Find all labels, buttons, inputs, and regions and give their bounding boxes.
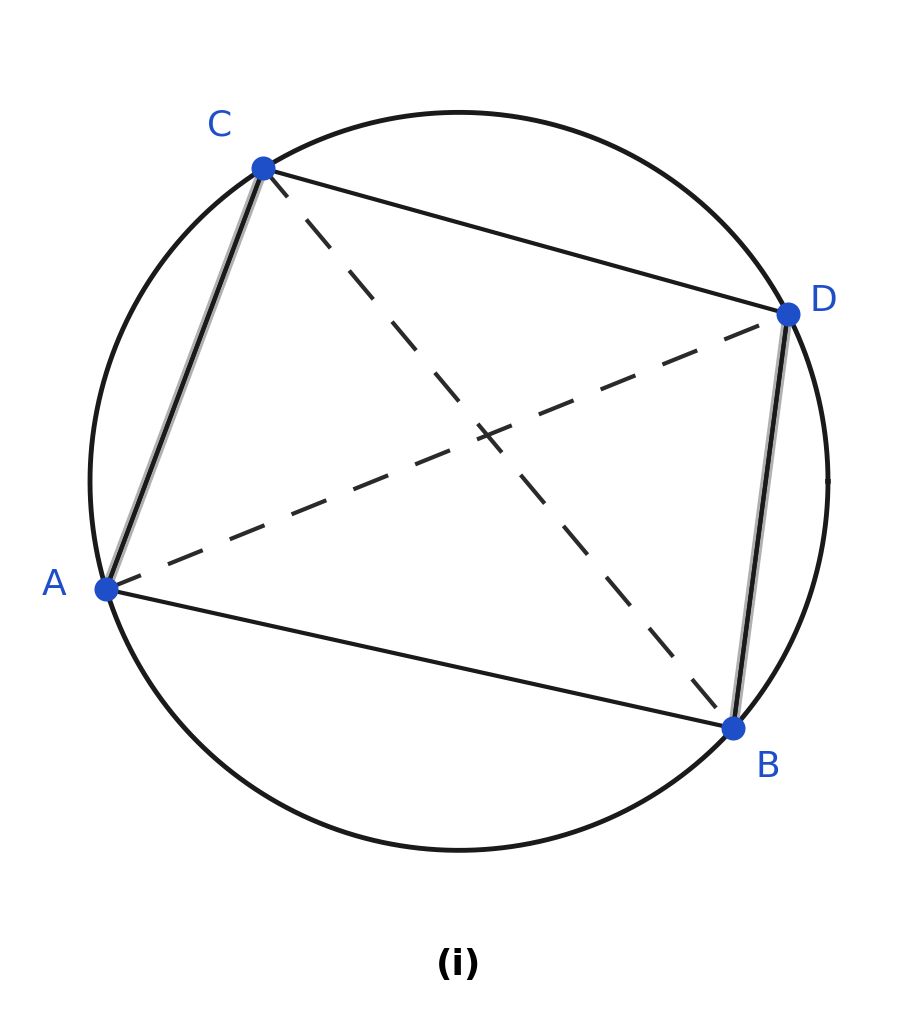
Point [99, 581, 114, 597]
Text: (i): (i) [436, 947, 482, 981]
Text: A: A [42, 568, 67, 602]
Text: B: B [756, 750, 779, 784]
Point [780, 306, 795, 322]
Point [726, 720, 741, 737]
Text: D: D [810, 284, 837, 318]
Text: C: C [207, 108, 233, 143]
Point [256, 160, 271, 177]
